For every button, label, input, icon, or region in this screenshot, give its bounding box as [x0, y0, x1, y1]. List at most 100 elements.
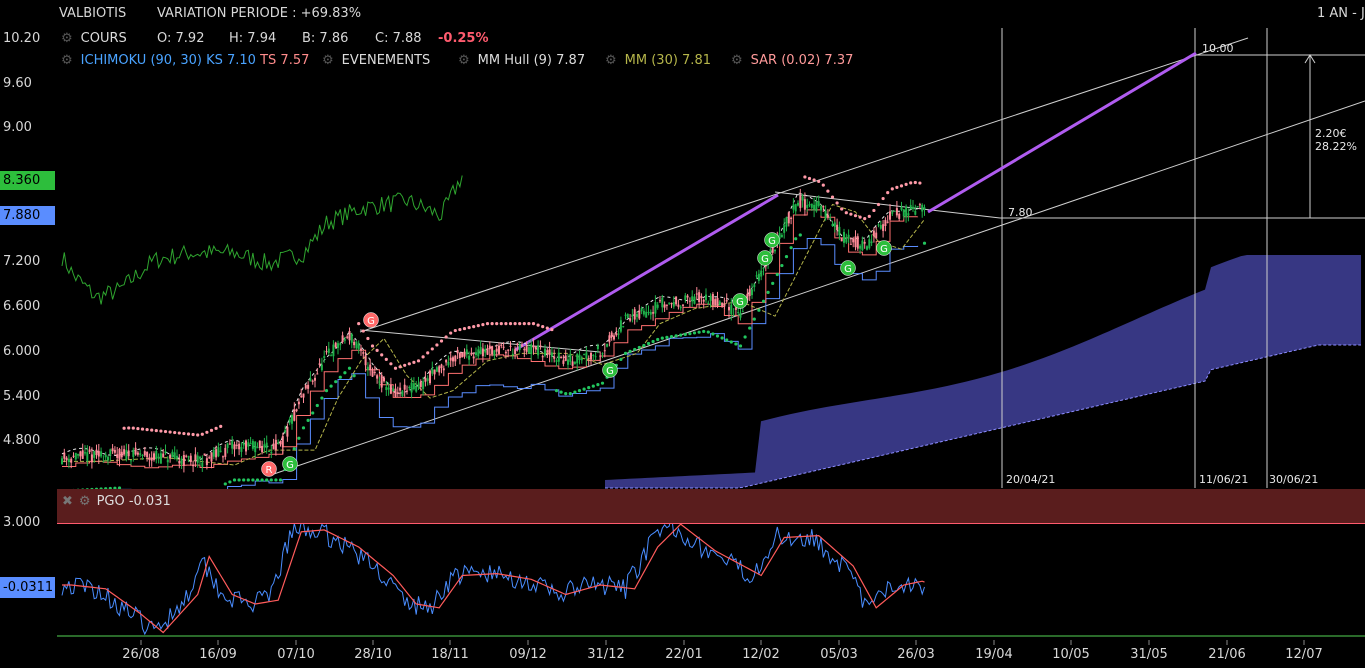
- candle-body: [240, 446, 243, 452]
- gear-icon[interactable]: ⚙: [731, 53, 743, 68]
- candle-body: [642, 310, 645, 315]
- candle-body: [585, 352, 588, 359]
- candle-body: [774, 249, 776, 252]
- candle-body: [366, 366, 369, 370]
- sar-dot: [789, 246, 793, 250]
- candle-body: [279, 440, 282, 445]
- candle-body: [399, 387, 402, 391]
- pgo-signal-line: [62, 523, 925, 634]
- x-axis-label: 10/05: [1052, 647, 1089, 662]
- sar-dot: [205, 430, 209, 434]
- candle-body: [665, 304, 668, 306]
- sar-dot: [311, 411, 315, 415]
- candle-body: [514, 349, 517, 355]
- x-axis-label: 12/02: [742, 647, 779, 662]
- gear-icon[interactable]: ⚙: [322, 53, 334, 68]
- candle-body: [504, 351, 507, 354]
- candle-body: [751, 289, 753, 296]
- sar-dot: [467, 325, 471, 330]
- period-variation: VARIATION PERIODE : +69.83%: [157, 6, 362, 21]
- sar-dot: [403, 363, 407, 367]
- candle-body: [323, 356, 326, 358]
- sar-dot: [679, 333, 683, 337]
- candle-body: [691, 296, 694, 302]
- candle-body: [433, 369, 436, 375]
- gear-icon[interactable]: ⚙: [61, 31, 73, 46]
- ts-value: TS 7.57: [260, 53, 310, 68]
- sar-dot: [490, 322, 494, 326]
- candle-body: [659, 300, 661, 302]
- gear-icon[interactable]: ⚙: [605, 53, 617, 68]
- candle-body: [222, 456, 224, 458]
- gear-icon[interactable]: ⚙: [458, 53, 470, 68]
- candle-body: [403, 384, 406, 390]
- gear-icon[interactable]: ⚙: [78, 494, 91, 509]
- candle-body: [700, 295, 703, 299]
- sar-dot: [909, 181, 913, 185]
- candle-body: [663, 304, 666, 308]
- candle-body: [412, 383, 415, 390]
- sar-dot: [757, 308, 761, 312]
- candle-body: [507, 349, 510, 351]
- candle-body: [610, 332, 613, 338]
- signal-marker: [363, 312, 379, 328]
- candle-body: [162, 453, 165, 458]
- candle-body: [695, 293, 698, 295]
- pgo-tick-label: 3.000: [3, 515, 40, 530]
- sar-dot: [495, 322, 499, 326]
- sar-dot: [228, 480, 232, 484]
- triangle-top-line-2: [774, 191, 1001, 219]
- candle-body: [210, 452, 213, 462]
- sar-dot: [628, 349, 632, 354]
- candle-body: [613, 335, 615, 340]
- sar-dot: [568, 391, 572, 396]
- x-axis-label: 18/11: [431, 647, 468, 662]
- sar-dot: [748, 326, 752, 330]
- candle-body: [753, 284, 756, 288]
- candle-body: [424, 377, 427, 382]
- high-value: H: 7.94: [229, 31, 277, 46]
- sar-dot: [734, 342, 738, 346]
- sar-dot: [347, 366, 352, 370]
- sar-dot: [242, 478, 246, 482]
- sar-dot: [131, 426, 135, 430]
- candle-body: [900, 206, 903, 210]
- sar-dot: [329, 384, 333, 388]
- sar-dot: [223, 482, 227, 486]
- candle-body: [677, 304, 680, 307]
- candle-body: [728, 306, 730, 311]
- candle-body: [155, 451, 158, 460]
- candle-body: [619, 320, 622, 332]
- candle-body: [525, 345, 528, 352]
- price-tick-label: 6.000: [3, 344, 40, 359]
- candle-body: [88, 449, 91, 453]
- candle-body: [840, 238, 843, 242]
- sar-dot: [232, 478, 237, 482]
- signal-marker-label: G: [286, 460, 294, 471]
- candle-body: [406, 390, 408, 392]
- sar-dot: [416, 359, 421, 363]
- candle-body: [215, 449, 218, 458]
- close-icon[interactable]: ✖: [62, 494, 73, 509]
- candle-body: [302, 393, 305, 398]
- candle-body: [859, 245, 862, 249]
- candle-body: [120, 451, 123, 458]
- candle-body: [95, 449, 98, 456]
- candle-body: [500, 344, 503, 346]
- candle-body: [330, 355, 333, 357]
- candle-body: [866, 246, 868, 250]
- sar-dot: [881, 196, 885, 201]
- sar-dot: [674, 334, 678, 338]
- x-axis-label: 28/10: [354, 647, 391, 662]
- candle-body: [606, 343, 609, 347]
- candle-body: [668, 302, 671, 304]
- vline-date1-label: 20/04/21: [1006, 473, 1055, 486]
- projection-line-2: [927, 51, 1197, 214]
- candle-body: [159, 453, 162, 464]
- candle-body: [415, 386, 418, 392]
- gear-icon[interactable]: ⚙: [61, 53, 73, 68]
- period-selector[interactable]: 1 AN - J: [1317, 6, 1365, 21]
- candle-body: [870, 241, 873, 244]
- candle-body: [90, 454, 93, 463]
